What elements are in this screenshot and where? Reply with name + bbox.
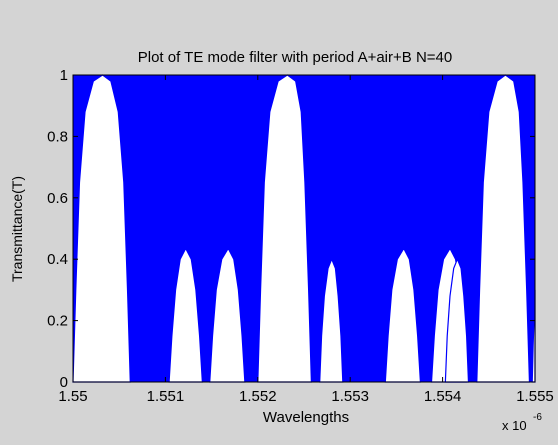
- plot-border: [72, 74, 536, 383]
- x-tick-label: 1.552: [239, 388, 277, 405]
- passband-5: [319, 257, 344, 383]
- passband-9: [476, 74, 531, 383]
- transmittance-series: [72, 74, 536, 383]
- x-tick-label: 1.555: [516, 388, 554, 405]
- x-axis-exponent-label: x 10: [502, 418, 527, 433]
- y-tick-label: 0.2: [47, 313, 68, 330]
- y-tick-label: 0: [60, 374, 68, 391]
- x-tick-label: 1.55: [58, 388, 87, 405]
- x-tick-label: 1.554: [424, 388, 462, 405]
- y-axis-ticks: 0 0.2 0.4 0.6 0.8 1: [47, 67, 535, 391]
- passband-4: [257, 74, 313, 383]
- y-tick-label: 0.4: [47, 251, 68, 268]
- passband-1: [72, 74, 131, 383]
- y-tick-label: 1: [60, 67, 68, 84]
- passband-8: [444, 257, 470, 383]
- x-axis-label: Wavelengths: [263, 409, 349, 426]
- chart-title: Plot of TE mode filter with period A+air…: [138, 49, 452, 66]
- x-axis-exponent-power: -6: [533, 412, 542, 423]
- passband-6: [384, 247, 422, 383]
- y-tick-label: 0.8: [47, 128, 68, 145]
- passband-2: [168, 247, 203, 383]
- y-axis-label: Transmittance(T): [9, 176, 25, 282]
- passband-3: [209, 247, 246, 383]
- y-tick-label: 0.6: [47, 190, 68, 207]
- x-axis-ticks: 1.55 1.551 1.552 1.553 1.554 1.555: [58, 75, 554, 405]
- x-tick-label: 1.553: [331, 388, 369, 405]
- x-tick-label: 1.551: [147, 388, 185, 405]
